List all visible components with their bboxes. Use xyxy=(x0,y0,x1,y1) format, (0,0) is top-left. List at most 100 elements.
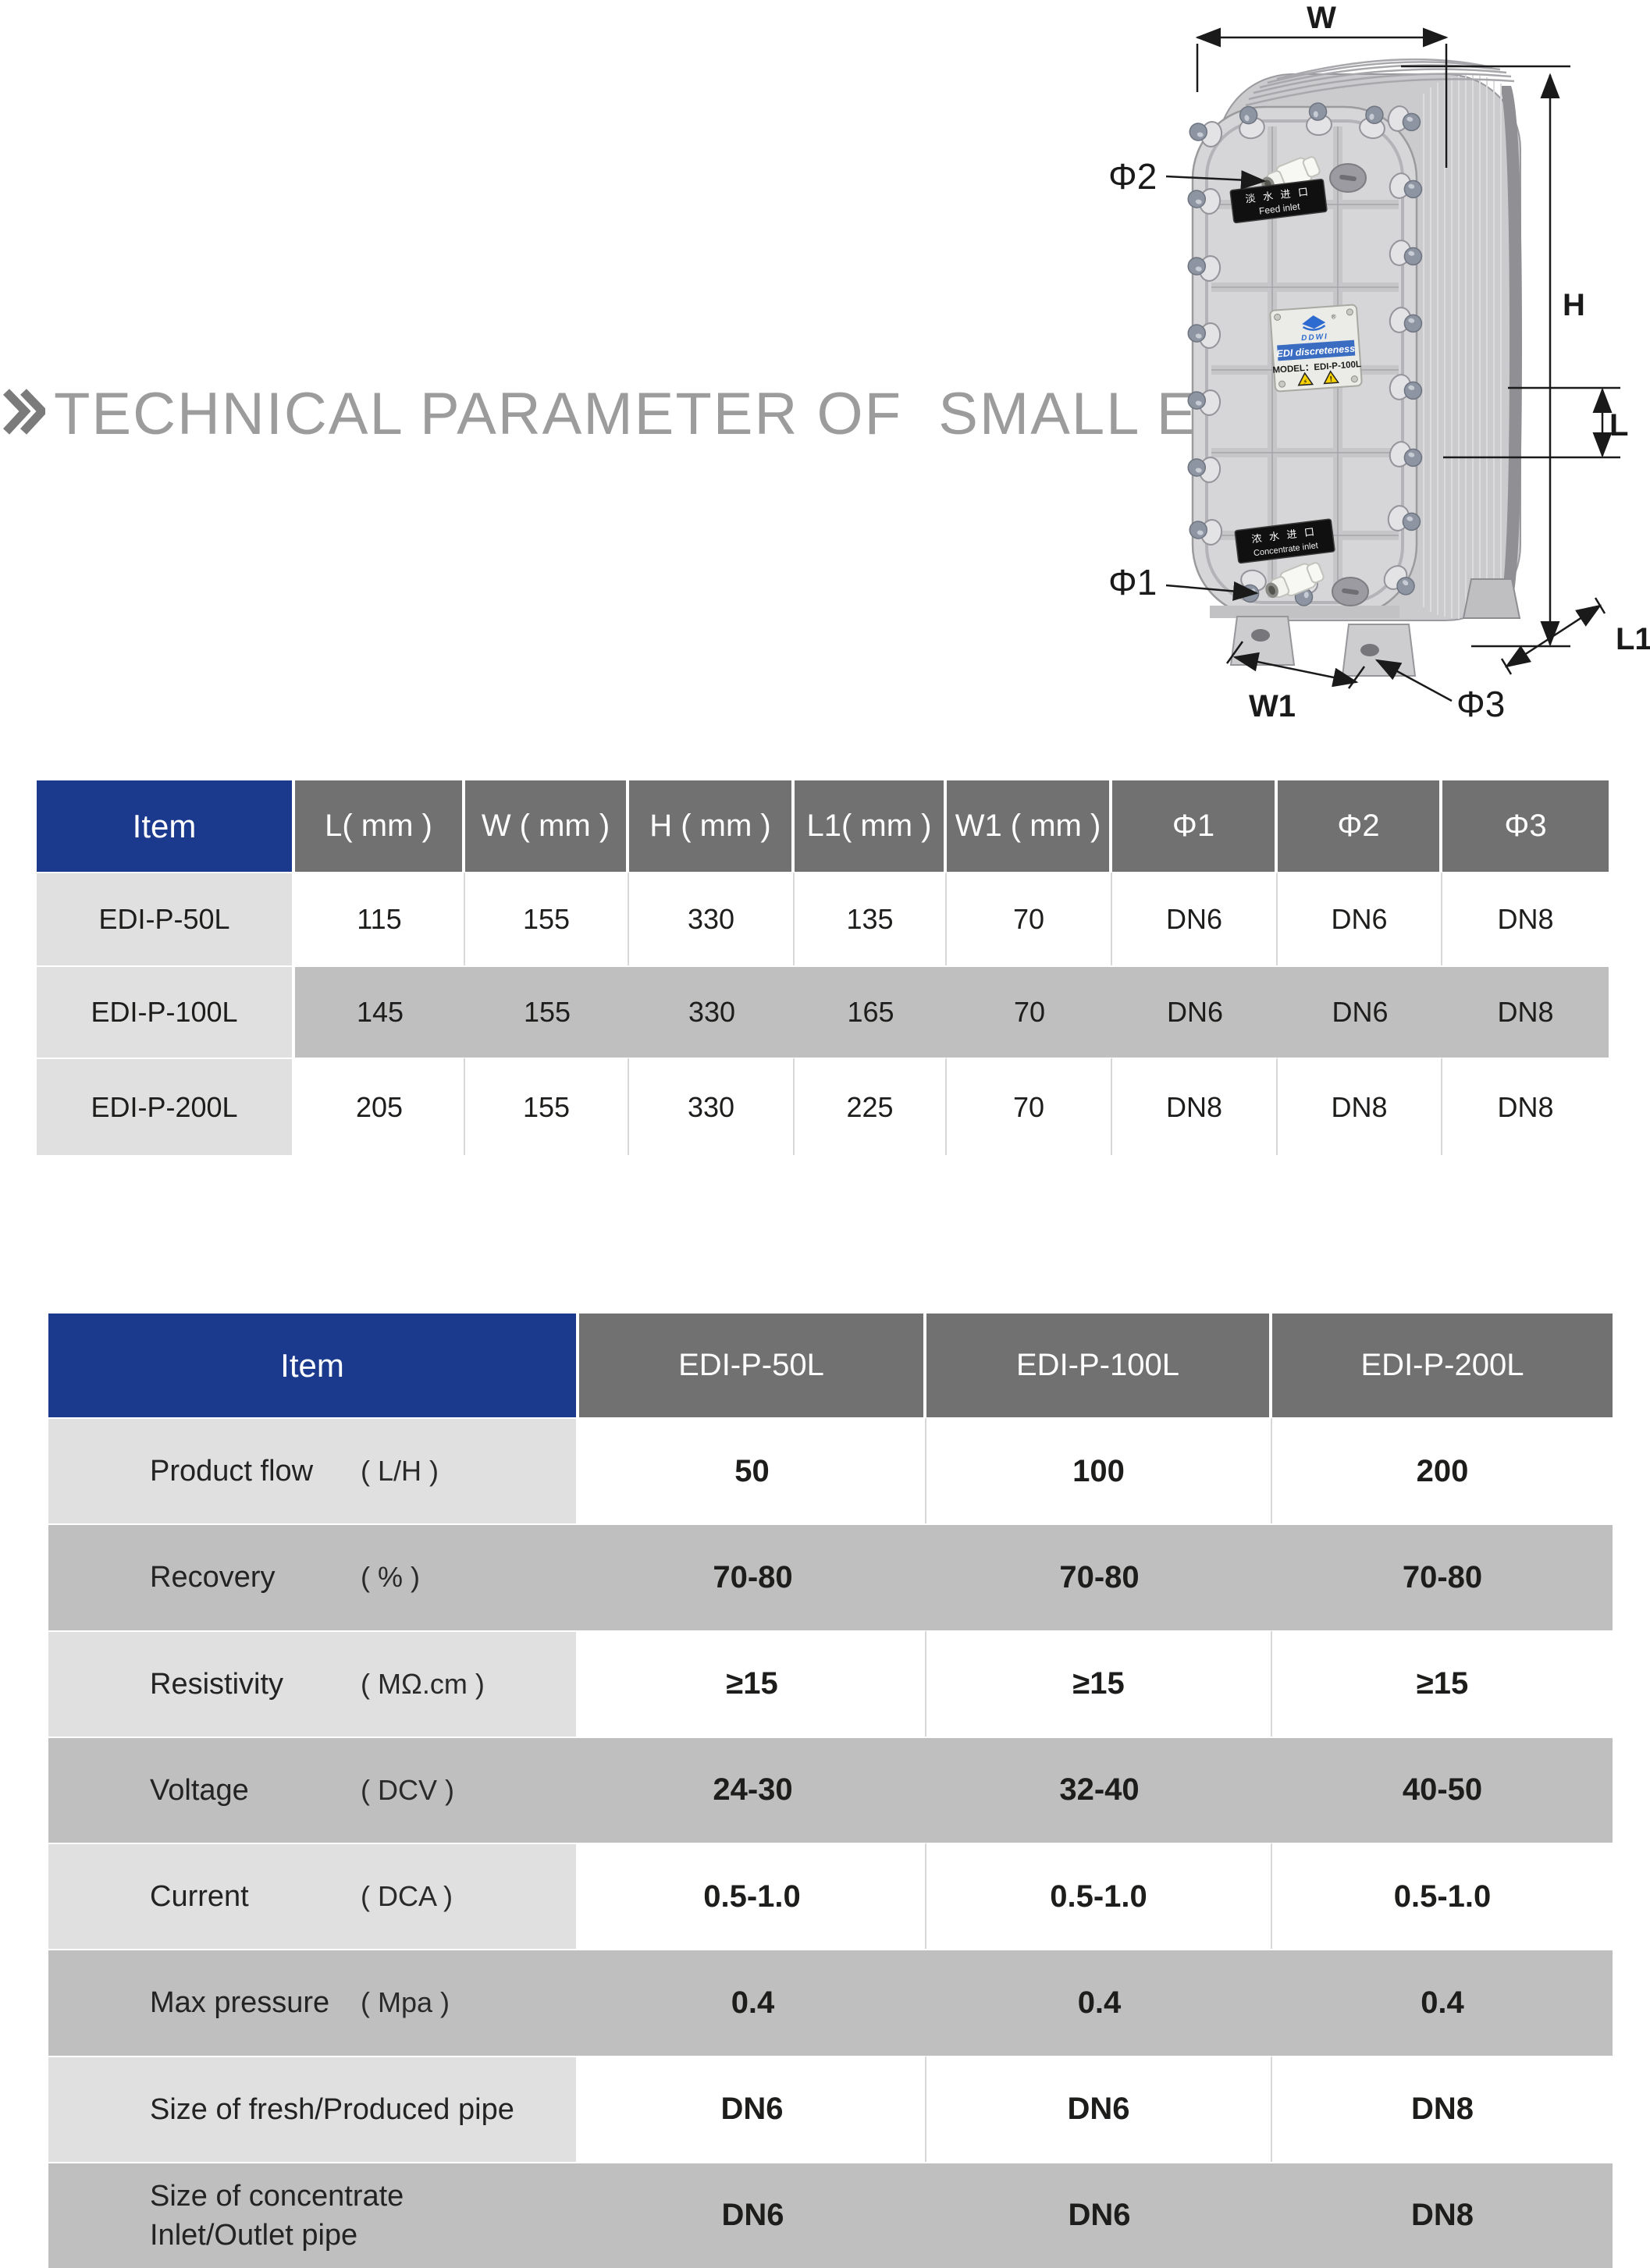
table-cell: 0.5-1.0 xyxy=(579,1843,926,1950)
slotted-cap-bottom xyxy=(1332,577,1369,606)
table-cell: 0.4 xyxy=(579,1949,926,2056)
dimension-lines xyxy=(1165,27,1620,702)
svg-text:®: ® xyxy=(1331,313,1336,320)
dimensions-table: Item L( mm ) W ( mm ) H ( mm ) L1( mm ) … xyxy=(37,780,1609,1155)
row-label: EDI-P-50L xyxy=(37,872,295,965)
table-cell: 100 xyxy=(926,1417,1272,1524)
parameter-unit: ( DCV ) xyxy=(361,1773,454,1806)
row-label-current: Current ( DCA ) xyxy=(48,1843,579,1950)
parameter-name: Product flow xyxy=(150,1455,314,1488)
row-label-product-flow: Product flow ( L/H ) xyxy=(48,1417,579,1524)
svg-text:H: H xyxy=(1563,288,1585,322)
column-header-phi2: Φ2 xyxy=(1278,780,1442,872)
table-cell: ≥15 xyxy=(926,1630,1272,1737)
row-label-recovery: Recovery ( % ) xyxy=(48,1523,579,1630)
table-cell: 200 xyxy=(1272,1417,1613,1524)
row-label-fresh-pipe-size: Size of fresh/Produced pipe xyxy=(48,2055,579,2162)
table-cell: DN8 xyxy=(1442,965,1609,1058)
table-cell: 155 xyxy=(465,965,629,1058)
warning-icon-lightning: ⚡ xyxy=(1297,371,1314,386)
double-right-chevron-icon xyxy=(3,389,45,435)
table-cell: 24-30 xyxy=(579,1736,926,1843)
table-cell: 115 xyxy=(295,872,465,965)
table-cell: 40-50 xyxy=(1272,1736,1613,1843)
table-cell: DN8 xyxy=(1272,2055,1613,2162)
table-cell: 70 xyxy=(947,872,1112,965)
table-cell: 165 xyxy=(795,965,947,1058)
table-cell: 225 xyxy=(795,1058,947,1155)
table-cell: 0.4 xyxy=(1272,1949,1613,2056)
column-header-l1: L1( mm ) xyxy=(795,780,947,872)
parameter-name: Size of fresh/Produced pipe xyxy=(150,2092,514,2126)
table-cell: DN8 xyxy=(1278,1058,1442,1155)
svg-text:!: ! xyxy=(1329,375,1332,384)
row-label-concentrate-pipe-size: Size of concentrate Inlet/Outlet pipe xyxy=(48,2161,579,2268)
svg-text:Feed inlet: Feed inlet xyxy=(1258,201,1301,216)
back-foot xyxy=(1462,578,1521,619)
parameter-name: Resistivity xyxy=(150,1667,284,1701)
svg-text:L: L xyxy=(1609,408,1628,443)
table-cell: 0.4 xyxy=(926,1949,1272,2056)
brand-logo-icon xyxy=(1302,315,1326,329)
slotted-cap-top xyxy=(1329,163,1367,193)
row-label: EDI-P-100L xyxy=(37,965,295,1058)
table-cell: DN8 xyxy=(1112,1058,1278,1155)
parameters-table: Item EDI-P-50L EDI-P-100L EDI-P-200L Pro… xyxy=(48,1314,1613,2268)
table-cell: 70-80 xyxy=(1272,1523,1613,1630)
column-header-edi-p-100l: EDI-P-100L xyxy=(926,1314,1272,1417)
table-cell: DN8 xyxy=(1442,872,1609,965)
table-cell: DN8 xyxy=(1442,1058,1609,1155)
bottom-inlet-fitting xyxy=(1265,562,1325,599)
column-header-w1: W1 ( mm ) xyxy=(947,780,1112,872)
parameter-unit: ( Mpa ) xyxy=(361,1986,450,2019)
dimension-labels: W H L L1 W1 Φ2 Φ1 Φ3 xyxy=(1108,1,1650,724)
table-cell: 145 xyxy=(295,965,465,1058)
svg-text:W: W xyxy=(1307,1,1336,35)
table-cell: 330 xyxy=(629,1058,795,1155)
parameter-name: Voltage xyxy=(150,1773,249,1807)
table-cell: DN6 xyxy=(926,2055,1272,2162)
parameter-unit: ( DCA ) xyxy=(361,1880,453,1913)
table-cell: 155 xyxy=(465,1058,629,1155)
column-header-item: Item xyxy=(37,780,295,872)
column-header-w: W ( mm ) xyxy=(465,780,629,872)
column-header-edi-p-50l: EDI-P-50L xyxy=(579,1314,926,1417)
table-cell: 70 xyxy=(947,965,1112,1058)
parameter-unit: ( L/H ) xyxy=(361,1455,439,1488)
table-cell: 155 xyxy=(465,872,629,965)
column-header-l: L( mm ) xyxy=(295,780,465,872)
table-cell: DN6 xyxy=(1278,872,1442,965)
nameplate: ® DDWI EDI discreteness MODEL：EDI-P-100L… xyxy=(1269,304,1363,393)
table-cell: DN6 xyxy=(1112,872,1278,965)
column-header-item: Item xyxy=(48,1314,579,1417)
svg-text:DDWI: DDWI xyxy=(1301,332,1328,343)
svg-text:L1: L1 xyxy=(1616,622,1650,656)
parameter-name: Max pressure xyxy=(150,1986,330,2020)
table-cell: 32-40 xyxy=(926,1736,1272,1843)
table-cell: 330 xyxy=(629,965,795,1058)
table-cell: DN8 xyxy=(1272,2161,1613,2268)
svg-text:Φ3: Φ3 xyxy=(1456,684,1505,724)
table-cell: 205 xyxy=(295,1058,465,1155)
parameter-unit: ( MΩ.cm ) xyxy=(361,1667,485,1700)
svg-text:Φ2: Φ2 xyxy=(1108,156,1157,197)
table-cell: 135 xyxy=(795,872,947,965)
row-label-max-pressure: Max pressure ( Mpa ) xyxy=(48,1949,579,2056)
table-cell: 330 xyxy=(629,872,795,965)
parameter-name: Size of concentrate Inlet/Outlet pipe xyxy=(150,2179,404,2252)
concentrate-inlet-label-plate: 浓 水 进 口 Concentrate inlet xyxy=(1234,518,1335,564)
parameter-unit: ( % ) xyxy=(361,1561,420,1594)
table-cell: DN6 xyxy=(579,2161,926,2268)
table-cell: 70-80 xyxy=(579,1523,926,1630)
row-label: EDI-P-200L xyxy=(37,1058,295,1155)
table-cell: DN6 xyxy=(926,2161,1272,2268)
table-cell: DN6 xyxy=(579,2055,926,2162)
edi-module-illustration: 淡 水 进 口 Feed inlet 浓 水 进 口 Concentrate i… xyxy=(1108,1,1650,724)
nameplate-banner xyxy=(1277,339,1356,361)
parameter-name: Recovery xyxy=(150,1561,276,1594)
table-cell: 0.5-1.0 xyxy=(1272,1843,1613,1950)
table-cell: 70 xyxy=(947,1058,1112,1155)
column-header-phi3: Φ3 xyxy=(1442,780,1609,872)
table-cell: 0.5-1.0 xyxy=(926,1843,1272,1950)
